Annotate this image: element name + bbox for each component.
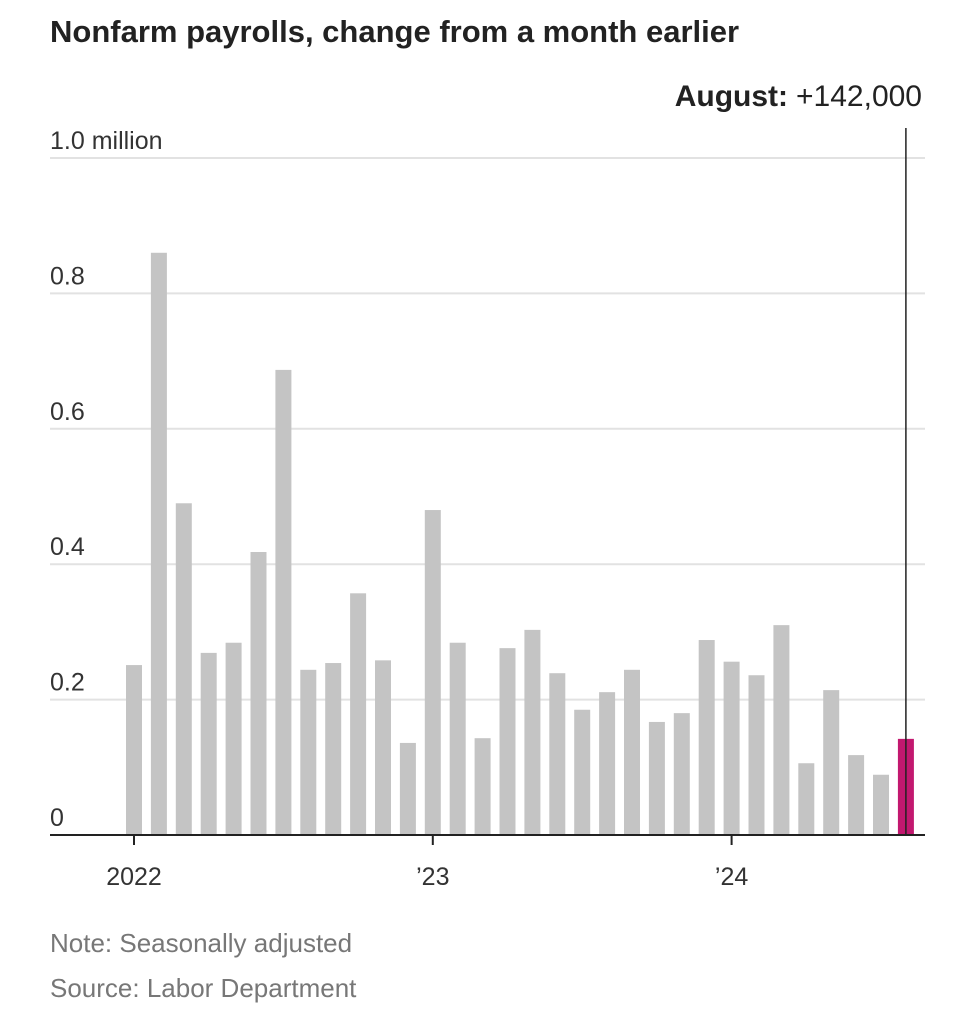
bar: [424, 510, 441, 835]
annotation-label: August: +142,000: [675, 80, 922, 113]
bar: [848, 755, 865, 835]
bar: [549, 673, 566, 835]
bar: [648, 721, 665, 835]
bars: [126, 252, 914, 835]
bar: [873, 774, 889, 835]
bar: [624, 669, 640, 835]
bar: [823, 690, 840, 835]
bar: [126, 665, 142, 835]
bar: [524, 629, 541, 835]
bar: [325, 663, 342, 835]
y-axis-ticks: 0 0.2 0.4 0.6 0.8 1.0 million: [50, 127, 163, 832]
x-tick-label: 2022: [106, 863, 162, 891]
x-tick-label: ’24: [715, 863, 748, 891]
y-tick-label: 1.0 million: [50, 127, 163, 155]
bar: [375, 660, 391, 835]
y-tick-label: 0: [50, 804, 64, 832]
bar: [449, 642, 466, 835]
annotation-value: +142,000: [796, 80, 922, 113]
y-tick-label: 0.8: [50, 262, 85, 290]
bar: [798, 763, 815, 835]
y-tick-label: 0.4: [50, 533, 85, 561]
bar: [748, 675, 765, 835]
bar: [350, 593, 367, 835]
note-text: Note: Seasonally adjusted: [50, 928, 352, 958]
bar: [225, 642, 242, 835]
bar: [250, 552, 267, 835]
bar: [599, 692, 616, 835]
bar: [275, 369, 292, 835]
x-tick-label: ’23: [416, 863, 449, 891]
bar: [499, 648, 516, 835]
annotation-month: August:: [675, 80, 788, 113]
bar: [723, 661, 740, 835]
bar: [574, 709, 591, 835]
y-tick-label: 0.6: [50, 398, 85, 426]
bar: [399, 742, 416, 835]
bar: [200, 652, 217, 835]
bar: [300, 669, 317, 835]
y-tick-label: 0.2: [50, 669, 85, 697]
bar: [175, 503, 192, 835]
chart-title: Nonfarm payrolls, change from a month ea…: [50, 14, 739, 49]
bar: [698, 640, 715, 835]
source-text: Source: Labor Department: [50, 973, 357, 1003]
bar: [474, 738, 491, 835]
bar: [673, 713, 690, 835]
bar: [150, 252, 167, 835]
x-axis-ticks: 2022 ’23 ’24: [50, 834, 925, 891]
bar: [773, 625, 790, 835]
